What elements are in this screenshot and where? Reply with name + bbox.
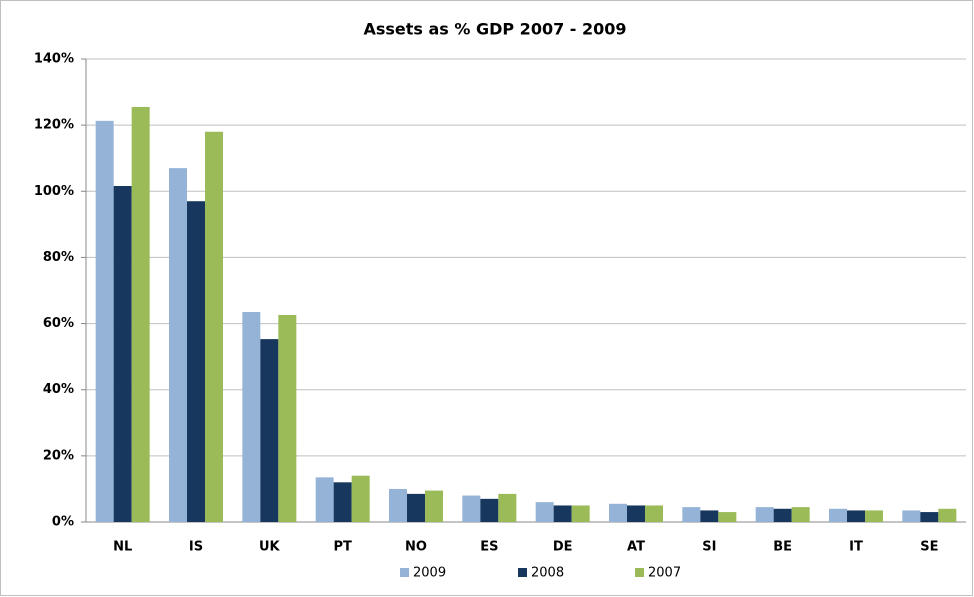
bar (187, 201, 205, 522)
y-tick-label: 100% (34, 184, 74, 199)
y-tick-label: 0% (52, 515, 74, 530)
x-tick-label: DE (553, 540, 573, 555)
x-tick-label: PT (333, 540, 352, 555)
x-tick-label: BE (773, 540, 792, 555)
bar (627, 505, 645, 522)
bar (535, 502, 554, 522)
x-tick-label: AT (627, 540, 645, 555)
bar (260, 339, 279, 522)
y-tick-label: 140% (34, 52, 74, 67)
bar (829, 508, 847, 522)
bar (553, 505, 572, 522)
x-tick-label: UK (259, 540, 281, 555)
bar (645, 505, 663, 522)
x-tick-label: NL (113, 540, 132, 555)
y-tick-label: 40% (43, 382, 74, 397)
bar (242, 311, 261, 522)
legend-label: 2008 (531, 566, 564, 581)
legend-swatch (518, 568, 527, 577)
legend-swatch (635, 568, 644, 577)
legend-label: 2009 (413, 566, 446, 581)
bar (462, 495, 481, 522)
bar (609, 503, 627, 522)
bar (755, 507, 774, 522)
y-tick-label: 120% (34, 118, 74, 133)
bar (571, 505, 590, 522)
bar (169, 168, 187, 522)
bar (791, 507, 810, 522)
bar (773, 508, 792, 522)
bar (95, 120, 114, 523)
bar (480, 498, 499, 522)
bar (333, 482, 352, 522)
bar (278, 314, 297, 522)
bar (902, 510, 921, 522)
legend-label: 2007 (648, 566, 681, 581)
x-tick-label: SI (702, 540, 716, 555)
y-tick-label: 60% (43, 316, 74, 331)
bar (938, 508, 957, 522)
legend-swatch (400, 568, 409, 577)
x-tick-label: IS (189, 540, 203, 555)
bar (498, 493, 517, 522)
bar (682, 507, 701, 522)
bar (700, 510, 719, 522)
y-tick-label: 80% (43, 250, 74, 265)
bar (425, 490, 443, 522)
bar (718, 512, 737, 522)
bar (407, 493, 425, 522)
bar (205, 131, 223, 522)
bar (920, 512, 939, 522)
bar (865, 510, 883, 522)
x-tick-label: IT (849, 540, 863, 555)
bar (315, 477, 334, 522)
bar (131, 106, 150, 522)
y-tick-label: 20% (43, 448, 74, 463)
bar (847, 510, 865, 522)
chart-title: Assets as % GDP 2007 - 2009 (363, 20, 626, 39)
x-tick-label: SE (920, 540, 938, 555)
bar (113, 185, 132, 522)
x-tick-label: ES (480, 540, 498, 555)
bar (389, 488, 407, 522)
bar (351, 475, 370, 522)
x-tick-label: NO (405, 540, 427, 555)
